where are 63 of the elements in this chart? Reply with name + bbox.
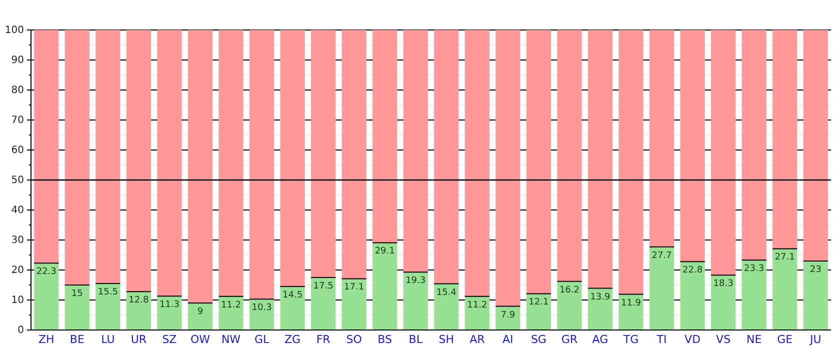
x-tick-label: GR (561, 332, 578, 346)
y-tick-label: 30 (11, 235, 24, 246)
x-tick-label: UR (130, 332, 147, 346)
x-tick-label: TG (622, 332, 639, 346)
x-tick-label: LU (101, 332, 115, 346)
x-tick-label: AR (470, 332, 486, 346)
y-tick-label: 20 (11, 265, 24, 276)
x-tick-label: GE (777, 332, 793, 346)
y-tick-label: 10 (11, 295, 24, 306)
x-tick-label: SG (530, 332, 546, 346)
y-tick-label: 90 (11, 55, 24, 66)
data-label: 11.2 (467, 300, 488, 310)
data-label: 11.3 (159, 300, 180, 310)
y-tick-label: 50 (11, 175, 24, 186)
data-label: 17.5 (313, 282, 334, 292)
data-label: 9 (197, 307, 204, 317)
x-tick-label: NE (746, 332, 762, 346)
data-label: 18.3 (713, 279, 734, 290)
x-tick-label: FR (316, 332, 331, 346)
x-tick-label: NW (221, 332, 241, 346)
data-label: 12.8 (128, 296, 149, 306)
y-tick-label: 0 (18, 325, 24, 336)
x-tick-label: OW (190, 332, 210, 346)
x-tick-label: TI (656, 332, 667, 346)
x-tick-label: BL (408, 332, 424, 346)
data-label: 27.1 (774, 252, 795, 263)
x-tick-label: JU (808, 332, 822, 346)
y-tick-label: 70 (11, 115, 24, 126)
x-tick-label: AG (592, 332, 608, 346)
x-tick-label: ZH (38, 332, 54, 346)
data-label: 7.9 (500, 310, 516, 320)
data-label: 16.2 (559, 285, 580, 296)
y-tick-label: 100 (4, 25, 24, 36)
data-label: 22.3 (36, 267, 56, 278)
data-label: 15.4 (436, 288, 457, 298)
x-tick-label: SZ (162, 332, 178, 346)
x-tick-label: VD (684, 332, 701, 346)
data-label: 15 (71, 289, 83, 299)
y-tick-label: 80 (11, 85, 24, 96)
x-tick-label: BS (378, 332, 392, 346)
y-tick-label: 60 (11, 145, 24, 156)
x-tick-label: VS (716, 332, 731, 346)
data-label: 11.9 (620, 298, 642, 308)
data-label: 12.1 (528, 298, 549, 308)
data-label: 29.1 (374, 246, 395, 257)
data-label: 23 (810, 265, 822, 275)
data-label: 10.3 (252, 303, 272, 314)
data-label: 19.3 (406, 276, 426, 286)
data-label: 11.2 (220, 300, 242, 310)
data-label: 27.7 (652, 250, 672, 261)
x-tick-label: AI (502, 332, 514, 346)
data-label: 23.3 (744, 264, 764, 274)
data-label: 15.5 (98, 288, 118, 298)
data-label: 13.9 (590, 292, 611, 302)
data-label: 14.5 (282, 290, 303, 300)
data-label: 22.8 (682, 266, 703, 276)
x-tick-label: BE (70, 332, 84, 346)
x-tick-label: GL (254, 332, 270, 346)
y-tick-label: 40 (11, 205, 24, 216)
x-tick-label: SH (438, 332, 454, 346)
x-tick-label: ZG (284, 332, 301, 346)
x-tick-label: SO (346, 332, 362, 346)
data-label: 17.1 (344, 282, 364, 293)
